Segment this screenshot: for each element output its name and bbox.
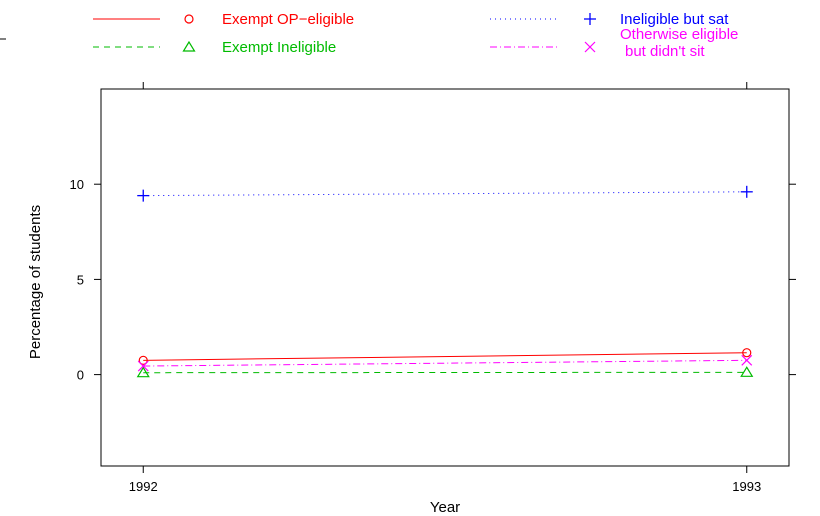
x-axis-label: Year — [430, 499, 460, 516]
legend-marker-swatch — [584, 41, 596, 53]
series-1 — [136, 366, 754, 378]
legend-marker-swatch — [184, 14, 194, 24]
legend-label: Exempt OP−eligible — [222, 11, 354, 28]
legend-entry: Exempt OP−eligible — [93, 11, 354, 28]
series-0 — [138, 348, 752, 365]
series-3 — [137, 354, 753, 372]
series-layer — [136, 185, 754, 378]
x-tick-label: 1993 — [732, 479, 761, 494]
x-tick-label: 1992 — [129, 479, 158, 494]
plot-frame — [100, 88, 790, 467]
y-axis-label: Percentage of students — [27, 205, 44, 359]
y-tick-label: 5 — [77, 272, 84, 287]
legend-marker-swatch — [182, 40, 196, 52]
series-line — [143, 352, 747, 361]
y-tick-label: 10 — [70, 177, 84, 192]
data-point-marker — [742, 348, 752, 358]
y-tick-label: 0 — [77, 368, 84, 383]
legend-entry: Otherwise eligible but didn't sit — [490, 26, 738, 60]
legend-entry: Exempt Ineligible — [93, 39, 336, 56]
legend-label: Exempt Ineligible — [222, 39, 336, 56]
data-point-marker — [741, 354, 753, 366]
legend: Exempt OP−eligible Exempt Ineligible Ineli… — [93, 11, 738, 60]
legend-label: Ineligible but sat — [620, 11, 729, 28]
legend-marker-swatch — [584, 13, 596, 25]
legend-label: Otherwise eligible but didn't sit — [620, 26, 738, 60]
axes: 1992 1993 0 5 10 — [70, 82, 796, 494]
series-line — [143, 359, 747, 367]
data-point-marker — [740, 185, 753, 198]
series-line — [143, 191, 747, 197]
data-point-marker — [137, 189, 150, 202]
data-point-marker — [740, 366, 754, 377]
data-point-marker — [137, 360, 149, 372]
series-2 — [137, 185, 753, 202]
data-point-marker — [136, 366, 150, 378]
legend-entry: Ineligible but sat — [490, 11, 729, 28]
data-point-marker — [138, 355, 148, 365]
